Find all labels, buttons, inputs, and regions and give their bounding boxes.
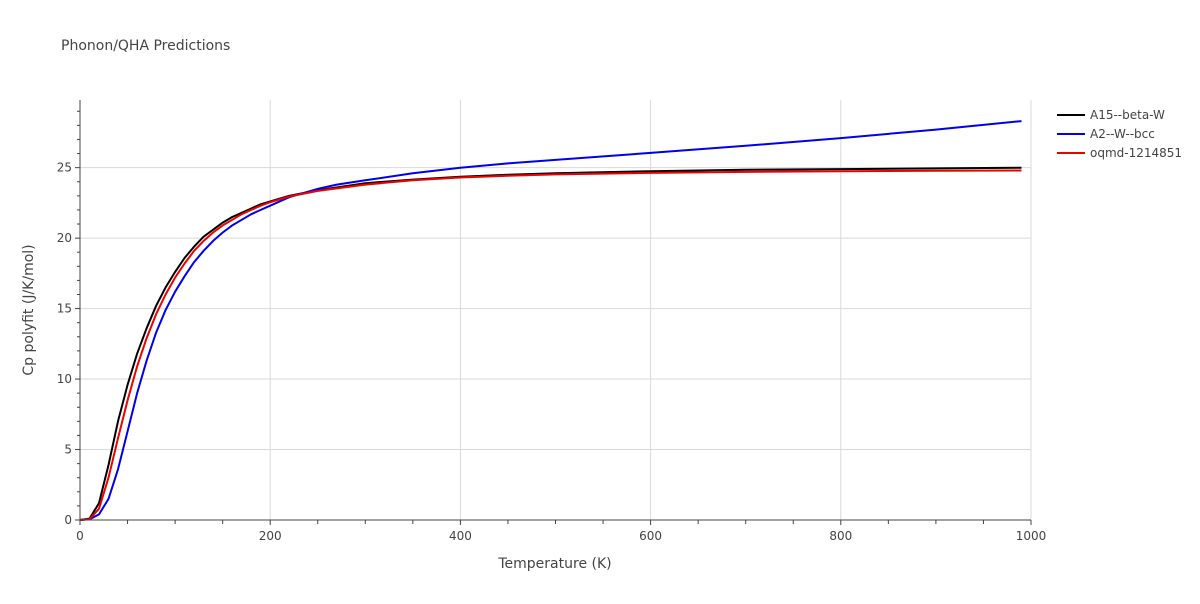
x-tick-label: 200 [259, 529, 282, 543]
series-line [79, 120, 1022, 521]
y-tick-label: 15 [57, 302, 72, 316]
y-tick-label: 10 [57, 372, 72, 386]
x-tick-label: 400 [449, 529, 472, 543]
grid [80, 100, 1032, 520]
legend[interactable]: A15--beta-W A2--W--bcc oqmd-1214851 [1057, 108, 1182, 160]
legend-label: A2--W--bcc [1090, 127, 1155, 141]
legend-label: A15--beta-W [1090, 108, 1165, 122]
chart-title: Phonon/QHA Predictions [61, 38, 230, 54]
x-tick-label: 0 [76, 529, 84, 543]
x-tick-label: 1000 [1016, 529, 1047, 543]
series-line [79, 169, 1022, 521]
x-tick-label: 800 [829, 529, 852, 543]
series-lines [79, 120, 1022, 521]
axes: 0 200 400 600 800 1000 0 5 10 15 20 25 [57, 100, 1047, 543]
y-tick-label: 25 [57, 161, 72, 175]
y-tick-label: 0 [64, 513, 72, 527]
y-tick-label: 5 [64, 443, 72, 457]
y-tick-label: 20 [57, 231, 72, 245]
x-tick-label: 600 [639, 529, 662, 543]
series-line [79, 166, 1022, 521]
legend-label: oqmd-1214851 [1090, 146, 1182, 160]
y-axis-title: Cp polyfit (J/K/mol) [21, 244, 37, 375]
x-axis-title: Temperature (K) [497, 556, 611, 572]
